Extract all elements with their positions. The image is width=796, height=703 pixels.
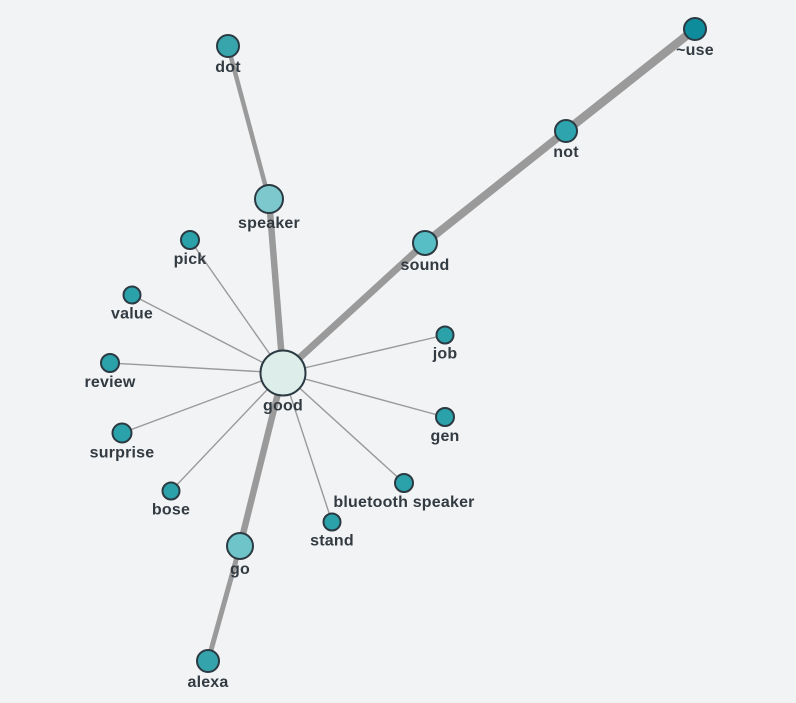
edge-good-pick [189, 239, 284, 374]
node-dot[interactable] [216, 34, 240, 58]
node-label-gen: gen [430, 428, 459, 445]
node-label-value: value [111, 306, 153, 323]
edges-layer [109, 24, 700, 664]
node-bose[interactable] [161, 481, 181, 501]
node-review[interactable] [100, 353, 120, 373]
node-alexa[interactable] [196, 649, 220, 673]
labels-layer: good speaker dot sound not ~use go alexa pick val… [84, 42, 713, 691]
edge-good-bluetooth-speaker [282, 372, 405, 484]
nodes-layer [100, 17, 707, 673]
edge-good-go [236, 369, 287, 550]
edge-good-sound [279, 239, 429, 377]
edge-good-speaker [265, 195, 287, 377]
node-label-use: ~use [676, 42, 714, 59]
edge-good-bose [170, 372, 284, 492]
node-label-job: job [432, 346, 458, 363]
node-use[interactable] [683, 17, 707, 41]
node-value[interactable] [122, 285, 142, 305]
edge-good-stand [282, 372, 333, 523]
node-label-good: good [263, 398, 303, 415]
node-label-review: review [84, 374, 135, 391]
node-label-bose: bose [152, 502, 190, 519]
node-good[interactable] [259, 349, 307, 397]
edge-good-value [131, 294, 284, 374]
node-job[interactable] [435, 325, 455, 345]
node-bluetooth-speaker[interactable] [394, 473, 414, 493]
node-not[interactable] [554, 119, 578, 143]
node-label-speaker: speaker [238, 215, 300, 232]
edge-go-alexa [205, 543, 243, 664]
node-label-pick: pick [174, 251, 207, 268]
edge-good-review [109, 362, 284, 374]
node-label-surprise: surprise [90, 445, 155, 462]
node-label-go: go [230, 561, 250, 578]
node-speaker[interactable] [254, 184, 284, 214]
node-pick[interactable] [180, 230, 200, 250]
node-stand[interactable] [322, 512, 342, 532]
node-label-alexa: alexa [187, 674, 228, 691]
node-label-bluetooth-speaker: bluetooth speaker [333, 494, 474, 511]
edge-good-gen [282, 372, 446, 418]
node-surprise[interactable] [111, 422, 133, 444]
node-go[interactable] [226, 532, 254, 560]
edge-not-use [561, 24, 700, 136]
node-gen[interactable] [435, 407, 455, 427]
node-label-dot: dot [215, 59, 241, 76]
edge-good-surprise [121, 372, 284, 434]
node-label-stand: stand [310, 533, 354, 550]
node-sound[interactable] [412, 230, 438, 256]
edge-speaker-dot [225, 43, 272, 202]
node-label-not: not [553, 144, 579, 161]
edge-sound-not [421, 127, 570, 247]
node-label-sound: sound [401, 257, 450, 274]
edge-good-job [282, 334, 446, 374]
